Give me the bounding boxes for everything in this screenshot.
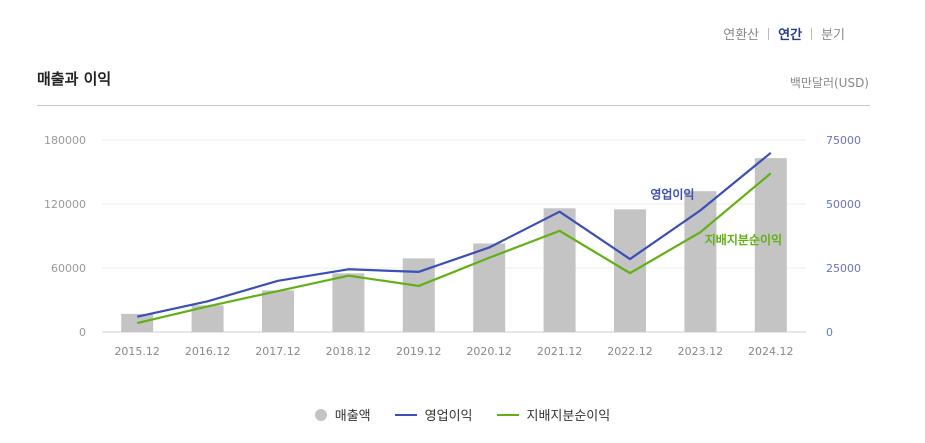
revenue-bar (332, 273, 365, 332)
legend-line-net-income (496, 413, 519, 416)
legend-label-operating-profit: 영업이익 (424, 409, 473, 424)
revenue-bar (754, 158, 787, 332)
y-right-tick-label: 75000 (826, 134, 861, 147)
x-tick-label: 2023.12 (678, 345, 724, 358)
tab-divider (811, 27, 813, 40)
revenue-bar (543, 208, 576, 332)
x-tick-label: 2020.12 (466, 345, 512, 358)
legend-line-operating-profit (394, 413, 417, 416)
x-tick-label: 2021.12 (537, 345, 583, 358)
revenue-profit-chart: 0 0 60000 25000 120000 50000 180000 75000 2015.1… (44, 134, 861, 358)
title-divider (37, 105, 870, 106)
revenue-bar (684, 191, 717, 332)
x-tick-label: 2019.12 (396, 345, 442, 358)
period-tabs: 연환산 연간 분기 (723, 24, 845, 43)
y-right-tick-label: 0 (826, 326, 833, 339)
revenue-bar (262, 290, 294, 332)
y-right-tick-label: 25000 (826, 262, 861, 275)
section-title: 매출과 이익 (37, 70, 112, 88)
x-tick-label: 2018.12 (326, 345, 372, 358)
x-tick-label: 2022.12 (607, 345, 653, 358)
y-left-tick-label: 0 (79, 326, 86, 339)
annotation-net-income: 지배지분순이익 (705, 232, 782, 247)
y-left-tick-label: 180000 (44, 134, 86, 147)
annotation-operating-profit: 영업이익 (650, 186, 694, 201)
x-tick-label: 2017.12 (255, 345, 301, 358)
operating-profit-line (136, 151, 772, 318)
profit-lines (136, 151, 772, 325)
legend-dot-revenue (314, 408, 327, 421)
net-income-line (136, 172, 772, 325)
chart-legend: 매출액 영업이익 지배지분순이익 (0, 405, 925, 424)
legend-item-operating-profit[interactable]: 영업이익 (394, 405, 473, 424)
revenue-bar (614, 209, 646, 332)
tab-annual[interactable]: 연간 (778, 28, 803, 43)
legend-item-net-income[interactable]: 지배지분순이익 (496, 405, 611, 424)
y-right-tick-label: 50000 (826, 198, 861, 211)
tab-quarterly[interactable]: 분기 (821, 28, 845, 43)
legend-label-net-income: 지배지분순이익 (526, 409, 611, 424)
x-tick-label: 2016.12 (185, 345, 231, 358)
unit-label: 백만달러(USD) (789, 76, 869, 90)
y-left-tick-label: 60000 (51, 262, 86, 275)
tab-divider (768, 27, 770, 40)
tab-annualized[interactable]: 연환산 (723, 28, 760, 43)
revenue-bars (121, 158, 787, 332)
x-tick-label: 2024.12 (748, 345, 794, 358)
y-left-tick-label: 120000 (44, 198, 86, 211)
x-tick-label: 2015.12 (114, 345, 160, 358)
legend-item-revenue[interactable]: 매출액 (314, 405, 371, 424)
axis-labels: 0 0 60000 25000 120000 50000 180000 75000 2015.1… (44, 134, 861, 358)
legend-label-revenue: 매출액 (334, 409, 371, 424)
revenue-bar (402, 258, 435, 332)
